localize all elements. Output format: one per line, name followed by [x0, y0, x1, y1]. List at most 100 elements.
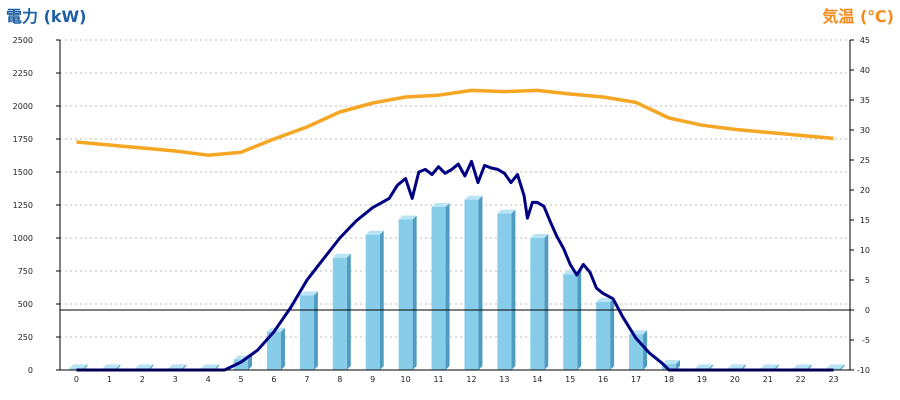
- bar-front: [398, 219, 413, 370]
- x-tick-label: 17: [631, 375, 641, 384]
- right-tick-label: 20: [860, 186, 870, 195]
- right-tick-label: 40: [860, 66, 870, 75]
- bar-front: [661, 364, 676, 370]
- bar-top: [201, 364, 220, 369]
- x-tick-label: 0: [74, 375, 79, 384]
- x-tick-label: 12: [466, 375, 476, 384]
- bar-top: [793, 364, 812, 369]
- left-tick-label: 2250: [13, 69, 33, 78]
- bar-front: [69, 368, 84, 370]
- right-tick-label: 35: [860, 96, 870, 105]
- x-tick-label: 13: [499, 375, 509, 384]
- axes: [56, 39, 854, 371]
- bar-top: [727, 364, 746, 369]
- bar-top: [826, 364, 845, 369]
- x-tick-label: 9: [370, 375, 375, 384]
- bar-top: [530, 234, 549, 238]
- bar-front: [431, 206, 446, 370]
- left-tick-label: 1750: [13, 135, 33, 144]
- bar-front: [464, 199, 479, 370]
- left-axis-title: 電力 (kW): [6, 7, 87, 26]
- bar-top: [69, 364, 88, 369]
- x-tick-label: 16: [598, 375, 608, 384]
- bar-side: [840, 364, 845, 370]
- temperature-line: [76, 88, 834, 157]
- bar-top: [661, 360, 680, 365]
- bar-side: [346, 253, 351, 370]
- bar-side: [280, 327, 285, 370]
- left-tick-label: 0: [28, 366, 33, 375]
- bar-top: [760, 364, 779, 369]
- bar-top: [332, 253, 351, 258]
- bar-front: [299, 295, 314, 370]
- bar-top: [497, 209, 516, 214]
- left-tick-label: 250: [18, 333, 33, 342]
- bar-side: [313, 291, 318, 370]
- bar: [299, 291, 318, 370]
- x-tick-label: 10: [401, 375, 411, 384]
- bar: [530, 234, 549, 370]
- x-tick-label: 3: [173, 375, 178, 384]
- x-tick-label: 2: [140, 375, 145, 384]
- x-tick-label: 23: [828, 375, 838, 384]
- bar-front: [365, 234, 380, 370]
- right-tick-label: 10: [860, 246, 870, 255]
- bar-side: [511, 209, 516, 370]
- bar-front: [530, 238, 545, 370]
- bar-top: [694, 364, 713, 369]
- bar-side: [675, 360, 680, 370]
- bar-top: [102, 364, 121, 369]
- bar-front: [826, 368, 841, 370]
- bar: [431, 202, 450, 370]
- bar: [826, 364, 845, 370]
- bar: [661, 360, 680, 370]
- bar-front: [332, 257, 347, 370]
- bar-top: [299, 291, 318, 296]
- power-bars: [69, 195, 845, 370]
- right-tick-label: 0: [865, 306, 870, 315]
- x-tick-label: 20: [730, 375, 740, 384]
- left-tick-label: 2500: [13, 36, 33, 45]
- left-tick-label: 2000: [13, 102, 33, 111]
- right-tick-label: 45: [860, 36, 870, 45]
- x-tick-label: 14: [532, 375, 542, 384]
- power-line: [76, 159, 834, 372]
- right-tick-label: -10: [857, 366, 870, 375]
- x-tick-label: 11: [433, 375, 443, 384]
- left-tick-label: 1250: [13, 201, 33, 210]
- left-tick-label: 500: [18, 300, 33, 309]
- bar-top: [464, 195, 483, 200]
- x-tick-label: 18: [664, 375, 674, 384]
- series-lines: [60, 88, 850, 372]
- bar: [596, 298, 615, 370]
- bar-side: [544, 234, 549, 370]
- x-tick-label: 8: [337, 375, 342, 384]
- bar: [332, 253, 351, 370]
- bar-side: [445, 202, 450, 370]
- x-tick-label: 15: [565, 375, 575, 384]
- x-tick-label: 19: [697, 375, 707, 384]
- tick-labels: 02505007501000125015001750200022502500-1…: [13, 36, 870, 384]
- x-tick-label: 21: [763, 375, 773, 384]
- right-tick-label: -5: [862, 336, 870, 345]
- bar: [365, 230, 384, 370]
- bar-top: [596, 298, 615, 303]
- bar: [629, 330, 648, 370]
- bar-front: [596, 302, 611, 370]
- x-tick-label: 5: [238, 375, 243, 384]
- x-tick-label: 4: [206, 375, 211, 384]
- bar-front: [563, 274, 578, 370]
- bar-side: [478, 195, 483, 370]
- bar-front: [497, 213, 512, 370]
- x-tick-label: 1: [107, 375, 112, 384]
- right-axis-title: 気温 (℃): [822, 7, 894, 26]
- right-tick-label: 15: [860, 216, 870, 225]
- left-tick-label: 1000: [13, 234, 33, 243]
- right-tick-label: 5: [865, 276, 870, 285]
- bar-top: [431, 202, 450, 207]
- right-tick-label: 30: [860, 126, 870, 135]
- bar: [464, 195, 483, 370]
- right-tick-label: 25: [860, 156, 870, 165]
- bar: [497, 209, 516, 370]
- bar-top: [398, 215, 417, 220]
